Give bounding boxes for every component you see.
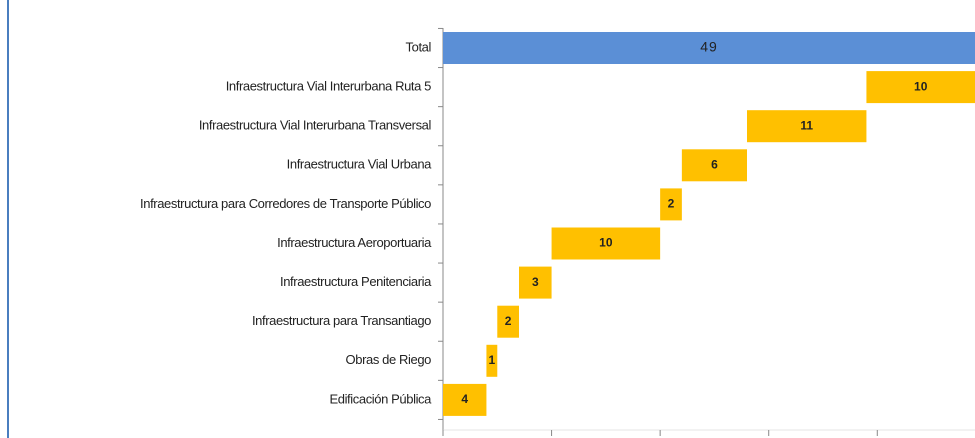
category-label: Infraestructura Vial Interurbana Ruta 5 [226, 79, 431, 94]
category-label: Infraestructura para Corredores de Trans… [140, 196, 431, 211]
value-label: 10 [914, 79, 928, 93]
value-label: 11 [800, 118, 813, 132]
category-label: Infraestructura Vial Interurbana Transve… [199, 118, 432, 133]
bar [660, 188, 682, 221]
category-label: Obras de Riego [346, 352, 432, 367]
value-label: 49 [700, 39, 718, 55]
bar [519, 266, 552, 299]
category-label: Infraestructura Aeroportuaria [277, 235, 432, 250]
category-label: Total [406, 39, 432, 54]
category-label: Infraestructura Vial Urbana [287, 157, 432, 172]
category-label: Infraestructura para Transantiago [252, 313, 431, 328]
value-label: 3 [532, 275, 539, 289]
bar [866, 71, 975, 104]
value-label: 1 [489, 353, 496, 367]
bar [497, 305, 519, 338]
bar [747, 110, 867, 143]
value-label: 10 [599, 236, 613, 250]
bar [551, 227, 661, 260]
bar [681, 149, 747, 182]
category-label: Edificación Pública [329, 391, 432, 406]
value-label: 4 [461, 392, 468, 406]
category-label: Infraestructura Penitenciaria [280, 274, 432, 289]
bar [486, 344, 498, 377]
bar [443, 383, 487, 416]
value-label: 2 [505, 314, 512, 328]
value-label: 2 [668, 197, 675, 211]
value-label: 6 [711, 157, 718, 171]
total-bar [443, 32, 975, 64]
